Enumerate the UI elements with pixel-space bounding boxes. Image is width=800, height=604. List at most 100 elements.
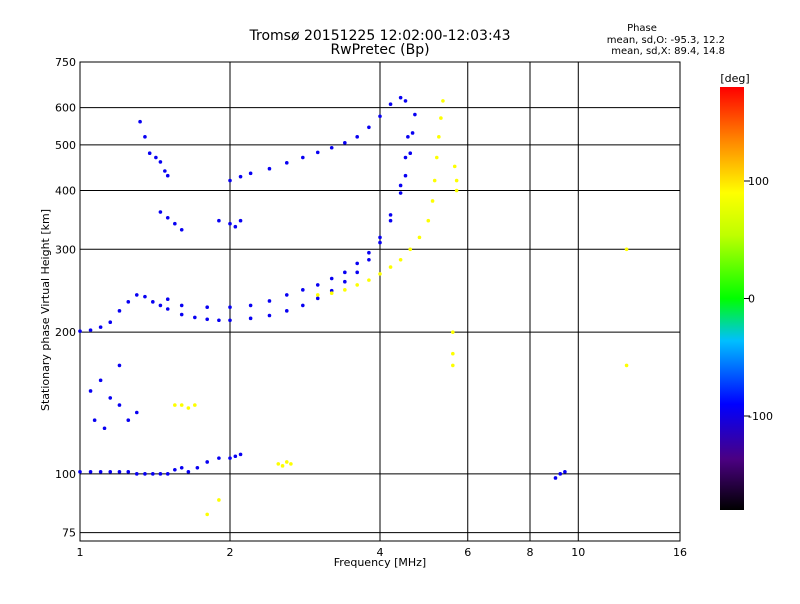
y-tick-label: 600: [55, 102, 76, 115]
data-point: [563, 470, 567, 474]
data-point: [329, 145, 334, 150]
data-point: [301, 303, 305, 308]
data-point: [158, 303, 163, 308]
data-point: [205, 460, 209, 464]
data-point: [378, 272, 382, 276]
y-tick-label: 200: [55, 326, 76, 339]
data-point: [406, 135, 410, 139]
data-point: [248, 171, 253, 176]
data-point: [186, 470, 191, 474]
data-point: [108, 396, 113, 400]
data-point: [367, 250, 371, 255]
data-point: [217, 498, 221, 502]
data-point: [217, 318, 221, 323]
data-point: [329, 276, 334, 281]
data-point: [92, 418, 97, 423]
plot-frame: [79, 61, 681, 542]
data-point: [228, 456, 232, 460]
data-point: [355, 283, 359, 287]
data-point: [315, 293, 320, 297]
series-x-mode: [173, 99, 629, 517]
data-point: [417, 235, 422, 240]
data-point: [165, 215, 170, 220]
data-point: [378, 240, 382, 245]
data-point: [98, 325, 103, 329]
data-point: [98, 378, 103, 383]
data-point: [558, 472, 563, 476]
chart-title: Tromsø 20151225 12:02:00-12:03:43: [249, 28, 511, 44]
data-point: [267, 299, 272, 303]
x-tick-label: 10: [571, 546, 585, 559]
data-point: [315, 283, 320, 287]
data-point: [78, 470, 82, 474]
x-tick-label: 2: [227, 546, 234, 559]
data-point: [403, 173, 408, 178]
data-point: [138, 119, 142, 124]
x-tick-label: 1: [77, 546, 84, 559]
data-point: [343, 288, 347, 292]
data-point: [154, 155, 158, 160]
data-point: [151, 300, 155, 304]
data-point: [228, 178, 232, 183]
y-tick-label: 100: [55, 468, 76, 481]
data-point: [134, 410, 139, 415]
data-point: [217, 456, 221, 460]
data-point: [280, 464, 285, 468]
data-point: [355, 261, 359, 266]
data-point: [134, 293, 139, 297]
data-point: [179, 228, 184, 232]
data-point: [248, 303, 253, 308]
data-point: [432, 178, 437, 183]
data-point: [217, 218, 221, 223]
data-point: [403, 155, 408, 160]
data-point: [315, 150, 320, 155]
data-point: [451, 351, 455, 356]
data-point: [248, 316, 253, 321]
data-point: [117, 403, 122, 407]
x-tick-label: 6: [464, 546, 471, 559]
data-point: [624, 363, 629, 368]
data-point: [367, 257, 371, 262]
data-point: [117, 309, 122, 313]
data-point: [126, 470, 131, 474]
data-point: [134, 472, 139, 476]
data-point: [78, 329, 82, 333]
points-layer: [78, 95, 629, 517]
data-point: [233, 224, 238, 229]
colorbar-tick-label: -100: [748, 410, 773, 423]
series-o-mode: [78, 95, 567, 480]
data-point: [343, 270, 347, 275]
data-point: [329, 291, 334, 296]
colorbar-label: [deg]: [720, 72, 749, 85]
data-point: [126, 418, 131, 423]
data-point: [88, 328, 93, 332]
data-point: [88, 389, 93, 393]
data-point: [426, 218, 431, 223]
data-point: [179, 403, 184, 407]
colorbar-tick-label: 100: [748, 175, 769, 188]
data-point: [126, 300, 131, 304]
x-tick-label: 16: [673, 546, 687, 559]
data-point: [205, 305, 209, 309]
data-point: [388, 218, 393, 223]
y-tick-label: 750: [55, 56, 76, 69]
data-point: [301, 288, 305, 292]
x-tick-label: 8: [527, 546, 534, 559]
data-point: [186, 406, 191, 410]
data-point: [439, 116, 443, 120]
ticks-layer: 1 2 4 6 8 10 16 75 100 200 300 400 500 600 750: [55, 56, 687, 559]
data-point: [553, 476, 558, 480]
data-point: [102, 426, 107, 431]
annotation-line-x: mean, sd,X: 89.4, 14.8: [611, 46, 725, 57]
data-point: [284, 293, 289, 297]
x-axis-label: Frequency [MHz]: [334, 556, 426, 569]
data-point: [179, 312, 184, 317]
data-point: [413, 112, 417, 117]
data-point: [108, 470, 113, 474]
colorbar-tick-label: 0: [748, 293, 755, 306]
data-point: [284, 161, 289, 165]
data-point: [434, 155, 439, 160]
data-point: [151, 472, 155, 476]
data-point: [228, 305, 232, 309]
